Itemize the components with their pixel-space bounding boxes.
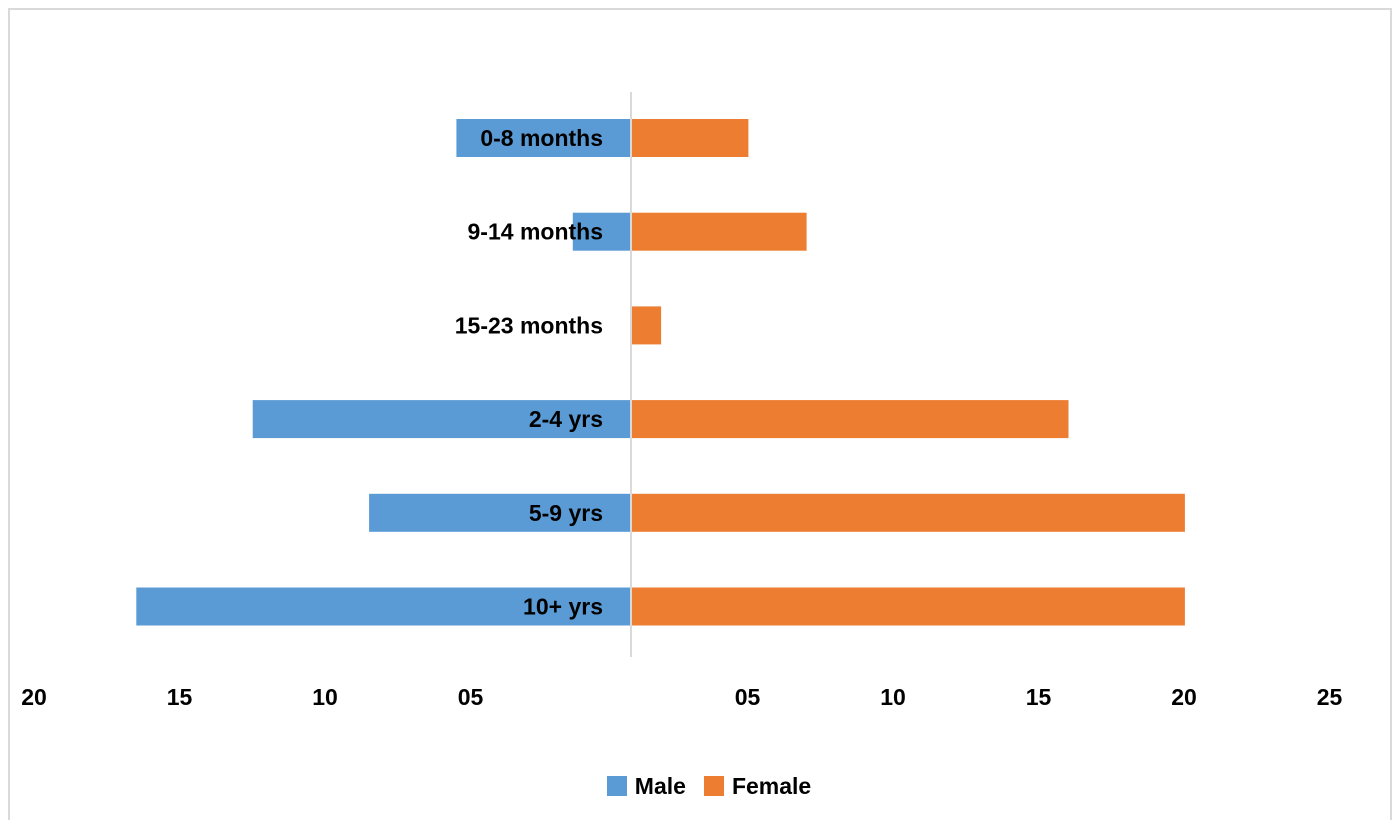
x-tick-left-15: 15	[167, 684, 193, 710]
category-label-10plus-yrs: 10+ yrs	[523, 594, 603, 620]
legend-swatch-male	[606, 776, 627, 796]
bar-female-9-14-months	[632, 212, 807, 251]
category-label-2-4-yrs: 2-4 yrs	[529, 406, 603, 432]
bar-female-10plus-yrs	[632, 587, 1185, 626]
bar-male-2-4-yrs	[252, 400, 631, 439]
legend: Male Female	[0, 766, 1394, 806]
bar-male-9-14-months	[572, 212, 631, 251]
bar-female-15-23-months	[632, 306, 662, 345]
chart-frame	[8, 8, 1392, 820]
category-label-15-23-months: 15-23 months	[455, 312, 603, 338]
legend-label-male: Male	[634, 772, 686, 799]
category-label-9-14-months: 9-14 months	[468, 219, 603, 245]
x-tick-right-10: 10	[880, 684, 906, 710]
bar-male-5-9-yrs	[369, 493, 631, 532]
x-tick-left-20: 20	[21, 684, 47, 710]
x-tick-right-20: 20	[1171, 684, 1197, 710]
bar-female-2-4-yrs	[632, 400, 1069, 439]
bar-male-10plus-yrs	[136, 587, 632, 626]
category-label-0-8-months: 0-8 months	[480, 125, 603, 151]
bar-female-0-8-months	[632, 119, 749, 157]
bars-layer	[136, 119, 1185, 626]
legend-item-male: Male	[606, 772, 686, 800]
category-labels-layer: 0-8 months 9-14 months 15-23 months 2-4 yrs…	[455, 125, 603, 620]
x-tick-right-05: 05	[735, 684, 761, 710]
x-tick-left-05: 05	[458, 684, 484, 710]
legend-swatch-female	[703, 776, 724, 796]
legend-label-female: Female	[731, 772, 812, 799]
x-tick-right-25: 25	[1317, 684, 1343, 710]
x-tick-right-15: 15	[1026, 684, 1052, 710]
category-label-5-9-yrs: 5-9 yrs	[529, 500, 603, 526]
population-pyramid-chart: 0-8 months 9-14 months 15-23 months 2-4 yrs…	[21, 92, 1342, 710]
x-axis-ticks-layer: 20 15 10 05 05 10 15 20 25	[21, 684, 1342, 710]
x-tick-left-10: 10	[312, 684, 338, 710]
legend-item-female: Female	[703, 772, 812, 800]
bar-female-5-9-yrs	[632, 493, 1185, 532]
bar-male-0-8-months	[456, 119, 631, 157]
